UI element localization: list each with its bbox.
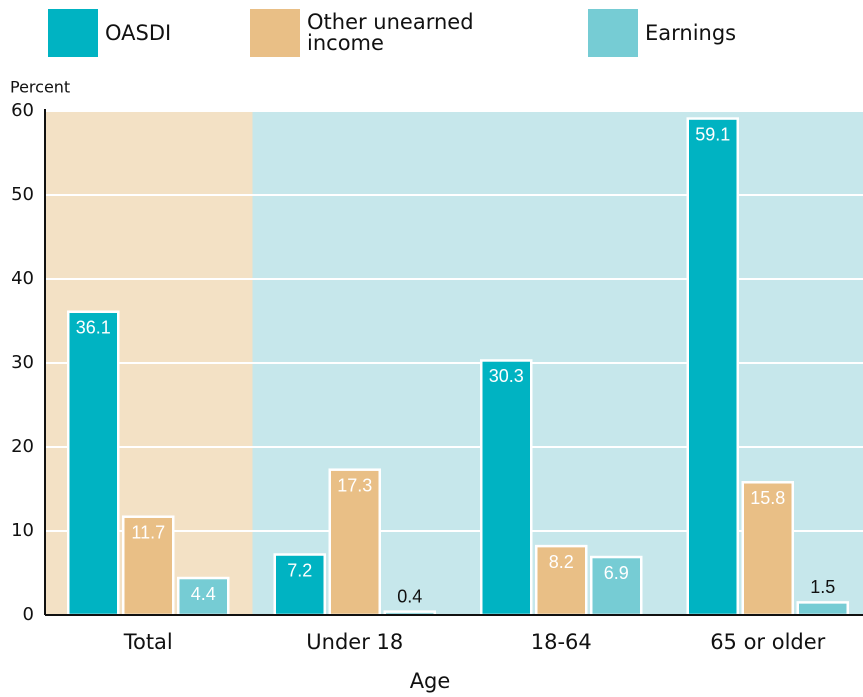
legend-swatch [588,9,638,57]
y-axis-label: Percent [10,78,70,97]
x-tick-label: 18-64 [531,630,592,654]
bar-value-label: 0.4 [397,586,422,606]
legend-swatch [48,9,98,57]
bar [122,515,175,617]
y-tick-label: 30 [11,352,34,373]
y-tick-label: 10 [11,520,34,541]
bar [273,553,326,617]
y-tick-label: 60 [11,100,34,121]
legend-label: OASDI [105,20,172,45]
bar-value-label: 36.1 [76,318,111,338]
bar-value-label: 4.4 [191,584,216,604]
y-tick-label: 0 [23,604,34,625]
bar [67,310,120,617]
y-tick-label: 50 [11,184,34,205]
bar-value-label: 17.3 [337,475,372,495]
legend-label: Earnings [645,20,737,45]
bar-value-label: 8.2 [549,552,574,572]
bar-value-label: 6.9 [604,563,629,583]
bar [686,117,739,617]
bar [480,359,533,617]
y-tick-label: 40 [11,268,34,289]
bar [590,555,643,617]
x-tick-label: Under 18 [306,630,403,654]
bar-value-label: 59.1 [695,124,730,144]
x-tick-label: 65 or older [710,630,825,654]
bar [535,544,588,617]
bar-value-label: 15.8 [750,488,785,508]
bar-value-label: 30.3 [489,366,524,386]
x-axis-label: Age [410,669,451,693]
bar [177,576,230,617]
legend-label: Other unearned income [307,10,474,55]
bar-value-label: 7.2 [287,560,312,580]
legend-swatch [250,9,300,57]
y-tick-label: 20 [11,436,34,457]
bar-value-label: 1.5 [810,577,835,597]
bar [796,601,849,617]
x-tick-label: Total [123,630,173,654]
bar-value-label: 11.7 [131,522,165,542]
